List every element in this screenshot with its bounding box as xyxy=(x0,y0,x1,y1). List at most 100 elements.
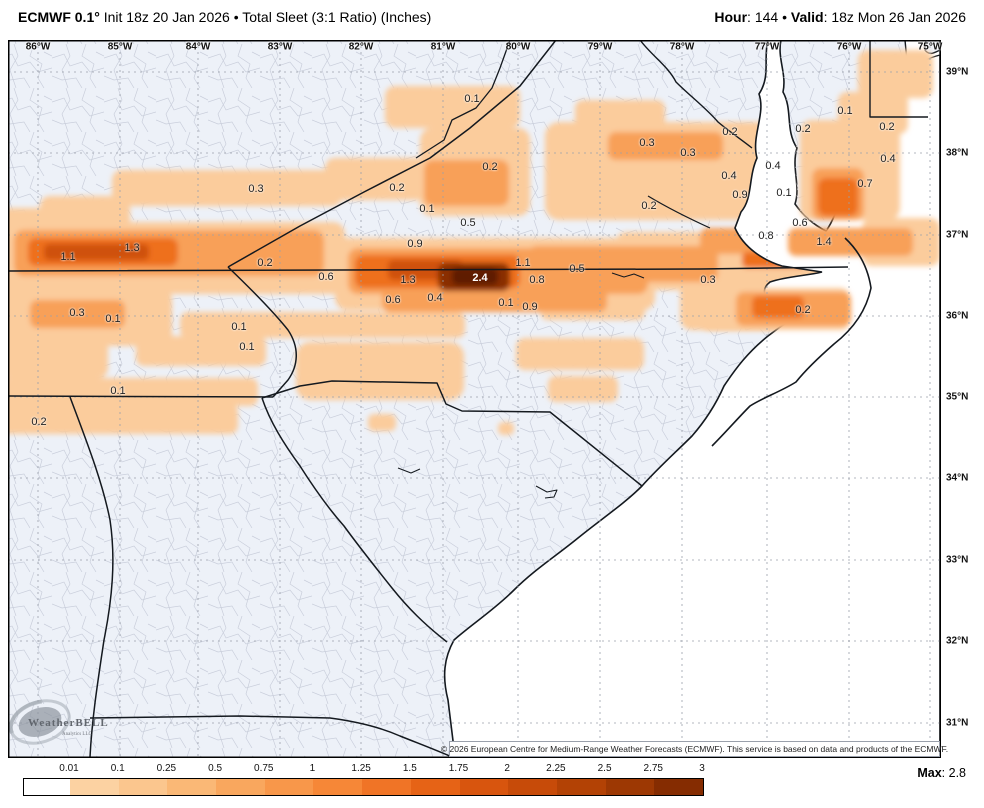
colorbar-tick: 1.25 xyxy=(351,763,371,774)
colorbar-tick: 0.5 xyxy=(208,763,223,774)
max-label: Max xyxy=(917,766,942,780)
contour-label: 0.2 xyxy=(31,416,47,428)
colorbar-tick: 3 xyxy=(699,763,705,774)
contour-label: 0.1 xyxy=(419,203,435,215)
lat-label: 39°N xyxy=(946,66,969,78)
copyright-note: © 2026 European Centre for Medium-Range … xyxy=(441,741,948,757)
colorbar-segment xyxy=(654,779,703,795)
contour-label: 1.3 xyxy=(400,274,416,286)
contour-label: 0.6 xyxy=(385,294,401,306)
valid-value: : 18z Mon 26 Jan 2026 xyxy=(823,9,966,25)
state-borders xyxy=(8,40,928,757)
lat-label: 33°N xyxy=(946,554,969,566)
colorbar-tick: 0.25 xyxy=(156,763,177,774)
contour-label: 0.3 xyxy=(680,147,696,159)
contour-label: 0.6 xyxy=(792,217,808,229)
lon-label: 82°W xyxy=(348,41,374,53)
contour-label: 1.1 xyxy=(515,257,531,269)
contour-label: 0.9 xyxy=(407,238,423,250)
colorbar-segment xyxy=(118,779,168,795)
colorbar-segment xyxy=(70,779,119,795)
lat-label: 32°N xyxy=(946,635,969,647)
contour-label: 0.3 xyxy=(69,307,85,319)
lon-label: 83°W xyxy=(267,41,293,53)
max-value-readout: Max: 2.8 xyxy=(917,766,966,780)
contour-label: 0.1 xyxy=(837,105,853,117)
map-frame xyxy=(8,40,941,758)
model-title: ECMWF 0.1° Init 18z 20 Jan 2026 • Total … xyxy=(18,9,431,25)
valid-time-title: Hour: 144 • Valid: 18z Mon 26 Jan 2026 xyxy=(714,9,966,25)
colorbar-tick: 2 xyxy=(504,763,510,774)
contour-label: 0.6 xyxy=(318,271,334,283)
lon-label: 75°W xyxy=(917,41,943,53)
lat-label: 31°N xyxy=(946,717,969,729)
hour-label: Hour xyxy=(714,9,748,25)
lon-label: 85°W xyxy=(107,41,133,53)
colorbar-ticks: 0.01 0.1 0.25 0.5 0.75 1 1.25 1.5 1.75 2 2.25 2.5 2.… xyxy=(0,763,984,776)
lon-label: 76°W xyxy=(836,41,862,53)
colorbar-segment xyxy=(556,779,606,795)
contour-label: 2.4 xyxy=(472,272,488,284)
lon-label: 80°W xyxy=(505,41,531,53)
contour-label: 0.7 xyxy=(857,178,873,190)
colorbar-tick: 1.75 xyxy=(448,763,469,774)
header: ECMWF 0.1° Init 18z 20 Jan 2026 • Total … xyxy=(18,6,966,32)
contour-label: 0.1 xyxy=(110,385,126,397)
rivers-and-lakes xyxy=(397,40,753,499)
lon-label: 84°W xyxy=(185,41,211,53)
contour-label: 0.1 xyxy=(464,93,480,105)
contour-label: 0.3 xyxy=(248,183,264,195)
contour-label: 0.8 xyxy=(529,274,545,286)
hour-value: : 144 • xyxy=(747,9,791,25)
contour-label: 0.5 xyxy=(569,263,585,275)
lat-label: 36°N xyxy=(946,310,969,322)
colorbar-segment xyxy=(216,779,265,795)
lake-murray xyxy=(397,467,421,474)
contour-label: 0.2 xyxy=(641,200,657,212)
colorbar-segment xyxy=(24,779,70,795)
james-river xyxy=(647,195,711,229)
colorbar-tick: 0.1 xyxy=(110,763,125,774)
contour-label: 0.4 xyxy=(721,170,737,182)
colorbar xyxy=(23,778,704,796)
colorbar-segment xyxy=(508,779,557,795)
contour-label: 0.9 xyxy=(732,189,748,201)
lat-label: 37°N xyxy=(946,229,969,241)
weatherbell-logo: WeatherBELL Analytics LLC xyxy=(8,699,108,745)
contour-label: 0.5 xyxy=(460,217,476,229)
colorbar-tick: 2.5 xyxy=(597,763,612,774)
contour-label: 0.2 xyxy=(482,161,498,173)
contour-label: 0.4 xyxy=(427,292,443,304)
contour-label: 0.2 xyxy=(879,121,895,133)
lat-label: 35°N xyxy=(946,391,969,403)
contour-label: 0.2 xyxy=(257,257,273,269)
contour-label: 1.3 xyxy=(124,242,140,254)
colorbar-segment xyxy=(167,779,217,795)
colorbar-tick: 0.01 xyxy=(59,763,79,774)
contour-label: 1.4 xyxy=(816,236,832,248)
lon-label: 81°W xyxy=(430,41,456,53)
contour-label: 0.1 xyxy=(498,297,514,309)
lon-label: 78°W xyxy=(669,41,695,53)
lon-label: 86°W xyxy=(25,41,51,53)
colorbar-segment xyxy=(459,779,509,795)
contour-label: 0.1 xyxy=(776,187,792,199)
contour-label: 0.3 xyxy=(700,274,716,286)
colorbar-tick: 1 xyxy=(309,763,316,774)
contour-label: 1.1 xyxy=(60,251,76,263)
contour-label: 0.2 xyxy=(722,126,738,138)
contour-label: 0.8 xyxy=(758,230,774,242)
model-init-info: Init 18z 20 Jan 2026 • Total Sleet (3:1 … xyxy=(99,9,432,25)
colorbar-tick: 2.75 xyxy=(643,763,663,774)
colorbar-tick: 2.25 xyxy=(546,763,566,774)
contour-label: 0.2 xyxy=(795,123,811,135)
valid-label: Valid xyxy=(790,9,824,25)
lake-marion xyxy=(535,485,558,499)
model-name: ECMWF 0.1° xyxy=(18,9,100,25)
colorbar-segment xyxy=(362,779,411,795)
lat-label: 38°N xyxy=(946,147,969,159)
lon-label: 79°W xyxy=(587,41,613,53)
contour-label: 0.4 xyxy=(880,153,896,165)
